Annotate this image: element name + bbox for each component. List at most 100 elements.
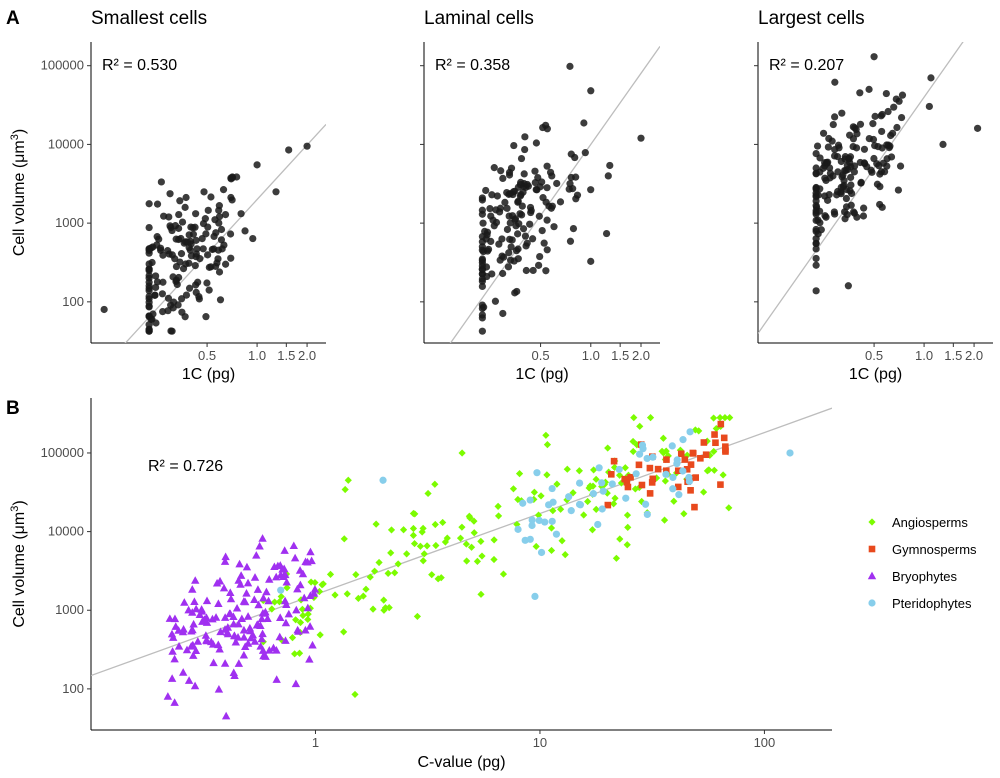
data-point [894,186,903,194]
data-point [537,492,545,500]
data-point [215,213,224,221]
data-point [673,456,681,464]
data-point [887,153,896,161]
data-point [565,493,573,501]
data-point [494,502,502,510]
data-point [507,243,515,251]
data-point [515,470,524,478]
data-point [351,690,359,699]
data-point [205,286,213,294]
r-squared-annotation: R² = 0.358 [435,57,510,74]
data-point [316,631,324,639]
y-tick-label: 100000 [41,58,84,73]
data-point [816,219,824,227]
data-point [865,85,873,93]
data-point [295,649,304,657]
data-point [280,546,289,554]
data-point [847,201,855,209]
data-point [675,491,683,499]
data-point [202,636,211,644]
data-point [428,571,436,579]
data-point [557,505,565,513]
data-point [831,113,839,121]
data-point [164,294,173,302]
data-point [215,644,224,653]
data-point [860,145,869,153]
data-point [437,574,445,582]
data-point [188,625,197,634]
data-point [839,171,847,179]
data-point [566,62,574,70]
x-axis-label: 1C (pg) [182,366,235,383]
data-point [477,537,485,545]
data-point [479,219,487,227]
data-point [220,241,228,249]
data-point [856,158,864,167]
y-tick-label: 100000 [41,445,84,460]
data-point [536,183,544,191]
data-points [100,123,326,343]
data-point [204,251,212,259]
data-point [822,213,830,221]
data-point [844,282,852,290]
data-point [409,524,418,533]
data-point [549,498,557,506]
data-point [563,465,571,473]
data-point [214,246,223,254]
data-point [300,593,309,602]
data-point [529,266,537,275]
data-point [517,178,525,187]
data-point [637,134,645,142]
data-point [434,575,442,583]
data-point [867,166,875,174]
data-point [543,440,552,449]
data-point [812,191,820,200]
data-point [870,154,878,163]
data-point [831,210,839,218]
data-point [403,550,411,558]
data-point [153,200,162,208]
data-point [556,198,565,206]
data-point [304,615,312,624]
data-point [850,162,859,170]
data-point [275,598,284,606]
r-squared-annotation: R² = 0.530 [102,57,177,74]
data-point [153,278,162,286]
data-point [191,604,201,613]
data-point [293,584,302,593]
data-point [538,227,546,235]
data-point [632,470,640,478]
data-point [654,465,662,473]
data-point [359,592,367,600]
data-point [598,482,606,491]
data-point [483,272,491,281]
data-point [893,123,901,132]
data-point [643,510,651,519]
data-point [534,511,543,519]
data-point [207,637,216,646]
data-point [521,232,530,240]
legend-marker-bryophytes [867,571,877,580]
data-point [687,487,694,494]
data-point [177,250,186,258]
data-point [188,585,197,593]
data-point [145,284,153,293]
data-point [416,542,425,550]
data-point [299,611,307,620]
data-point [277,586,285,594]
data-point [220,659,230,667]
data-points [91,407,832,720]
data-point [530,488,538,496]
data-point [699,488,708,496]
data-point [635,461,643,469]
data-point [927,74,935,82]
data-point [303,603,313,612]
data-point [658,447,666,455]
data-point [590,466,598,474]
data-point [261,607,270,616]
data-point [220,625,230,633]
data-point [669,473,677,482]
data-point [215,206,223,214]
data-point [311,578,319,587]
data-point [691,503,698,511]
